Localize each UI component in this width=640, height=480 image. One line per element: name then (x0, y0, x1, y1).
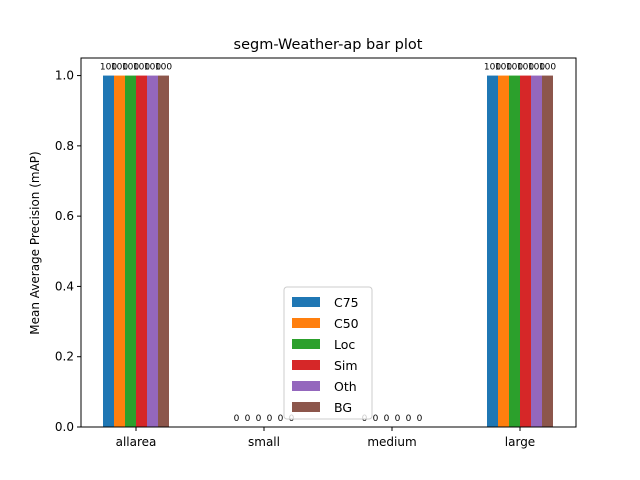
y-tick-label: 1.0 (55, 69, 74, 83)
bar-value-label: 0 (267, 414, 273, 424)
bar-value-label: 100 (133, 63, 150, 73)
bar-value-label: 0 (278, 414, 284, 424)
y-tick-label: 0.4 (55, 279, 74, 293)
bar-oth-allarea (147, 75, 158, 428)
legend-swatch-sim (292, 360, 320, 370)
legend-swatch-bg (292, 402, 320, 412)
y-tick-label: 0.8 (55, 139, 74, 153)
bar-value-labels: 1001001001001001000000000000001001001001… (100, 63, 556, 424)
bar-value-label: 0 (245, 414, 251, 424)
bar-c50-large (498, 75, 509, 428)
bar-value-label: 0 (234, 414, 240, 424)
bar-value-label: 0 (417, 414, 423, 424)
bar-value-label: 0 (406, 414, 412, 424)
legend-label-c50: C50 (334, 316, 359, 331)
bar-bg-allarea (158, 75, 169, 428)
bar-sim-large (520, 75, 531, 428)
bar-oth-large (531, 75, 542, 428)
bar-value-label: 100 (506, 63, 523, 73)
bar-value-label: 100 (495, 63, 512, 73)
bar-value-label: 100 (144, 63, 161, 73)
axes-group: 0.0 0.2 0.4 0.6 0.8 1.0 allarea small medium larg… (55, 57, 577, 449)
y-tick-label: 0.2 (55, 350, 74, 364)
bar-c50-allarea (114, 75, 125, 428)
legend-label-oth: Oth (334, 379, 357, 394)
legend-label-c75: C75 (334, 295, 359, 310)
bar-value-label: 100 (122, 63, 139, 73)
bar-value-label: 100 (484, 63, 501, 73)
legend-swatch-c50 (292, 318, 320, 328)
bar-c75-allarea (103, 75, 114, 428)
bar-value-label: 100 (517, 63, 534, 73)
x-tick-label: large (505, 435, 535, 449)
bar-value-label: 100 (111, 63, 128, 73)
y-tick-label: 0.0 (55, 420, 74, 434)
legend-label-sim: Sim (334, 358, 358, 373)
bar-c75-large (487, 75, 498, 428)
bar-value-label: 0 (384, 414, 390, 424)
bar-value-label: 0 (256, 414, 262, 424)
bar-value-label: 100 (528, 63, 545, 73)
bar-value-label: 100 (155, 63, 172, 73)
bar-value-label: 0 (373, 414, 379, 424)
legend-swatch-c75 (292, 297, 320, 307)
legend-label-loc: Loc (334, 337, 355, 352)
legend-swatch-loc (292, 339, 320, 349)
bar-value-label: 100 (539, 63, 556, 73)
bar-sim-allarea (136, 75, 147, 428)
x-tick-label: allarea (116, 435, 157, 449)
bar-loc-large (509, 75, 520, 428)
bars-group (103, 75, 553, 428)
y-axis-label: Mean Average Precision (mAP) (28, 151, 42, 334)
legend-label-bg: BG (334, 400, 352, 415)
bar-loc-allarea (125, 75, 136, 428)
bar-bg-large (542, 75, 553, 428)
legend-swatch-oth (292, 381, 320, 391)
x-tick-label: small (248, 435, 280, 449)
y-tick-label: 0.6 (55, 209, 74, 223)
plot-frame (80, 57, 577, 428)
chart-title: segm-Weather-ap bar plot (234, 37, 423, 53)
x-tick-label: medium (367, 435, 416, 449)
bar-value-label: 0 (395, 414, 401, 424)
legend: C75 C50 Loc Sim Oth BG (283, 286, 373, 420)
bar-value-label: 100 (100, 63, 117, 73)
